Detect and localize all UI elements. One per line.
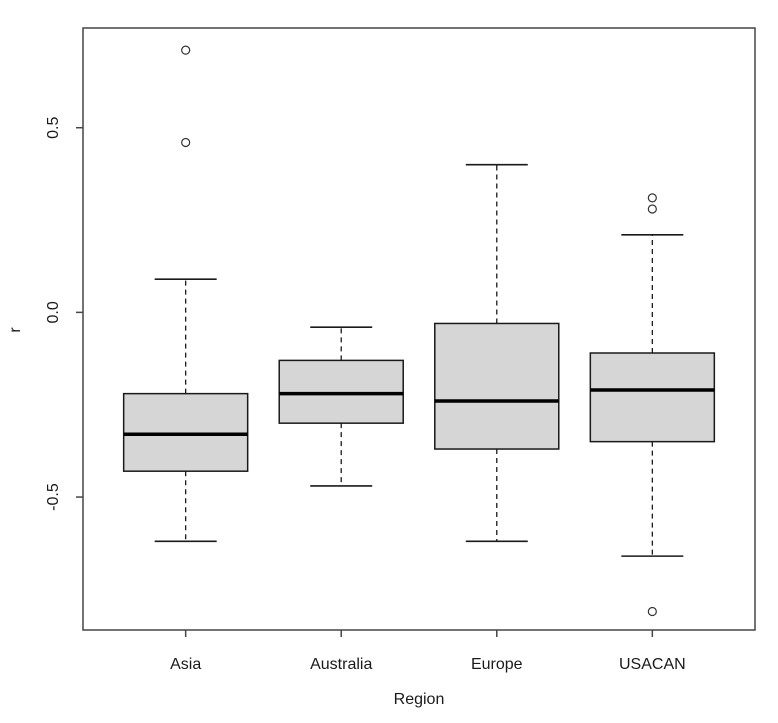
category-label: Australia [310, 656, 372, 673]
box-asia-outlier-point [181, 137, 191, 148]
box-usacan-iqr [589, 352, 716, 443]
x-axis-title: Region [393, 691, 445, 708]
box-europe-iqr [434, 322, 560, 450]
box-asia-outlier-point [181, 45, 191, 55]
box-usacan-outlier-point [647, 204, 657, 214]
y-tick-label: 0.0 [45, 301, 62, 323]
y-tick-label: 0.5 [45, 116, 62, 138]
box-usacan-outlier-point [647, 193, 657, 203]
y-axis-title: r [7, 327, 24, 333]
category-label: Asia [170, 656, 201, 673]
box-australia-iqr [278, 359, 404, 424]
category-label: USACAN [619, 656, 686, 673]
box-usacan-outlier-point [647, 606, 657, 617]
category-label: Europe [471, 656, 523, 673]
plot-frame [82, 27, 756, 631]
y-tick-label: -0.5 [45, 483, 62, 511]
box-asia-iqr [122, 392, 249, 472]
